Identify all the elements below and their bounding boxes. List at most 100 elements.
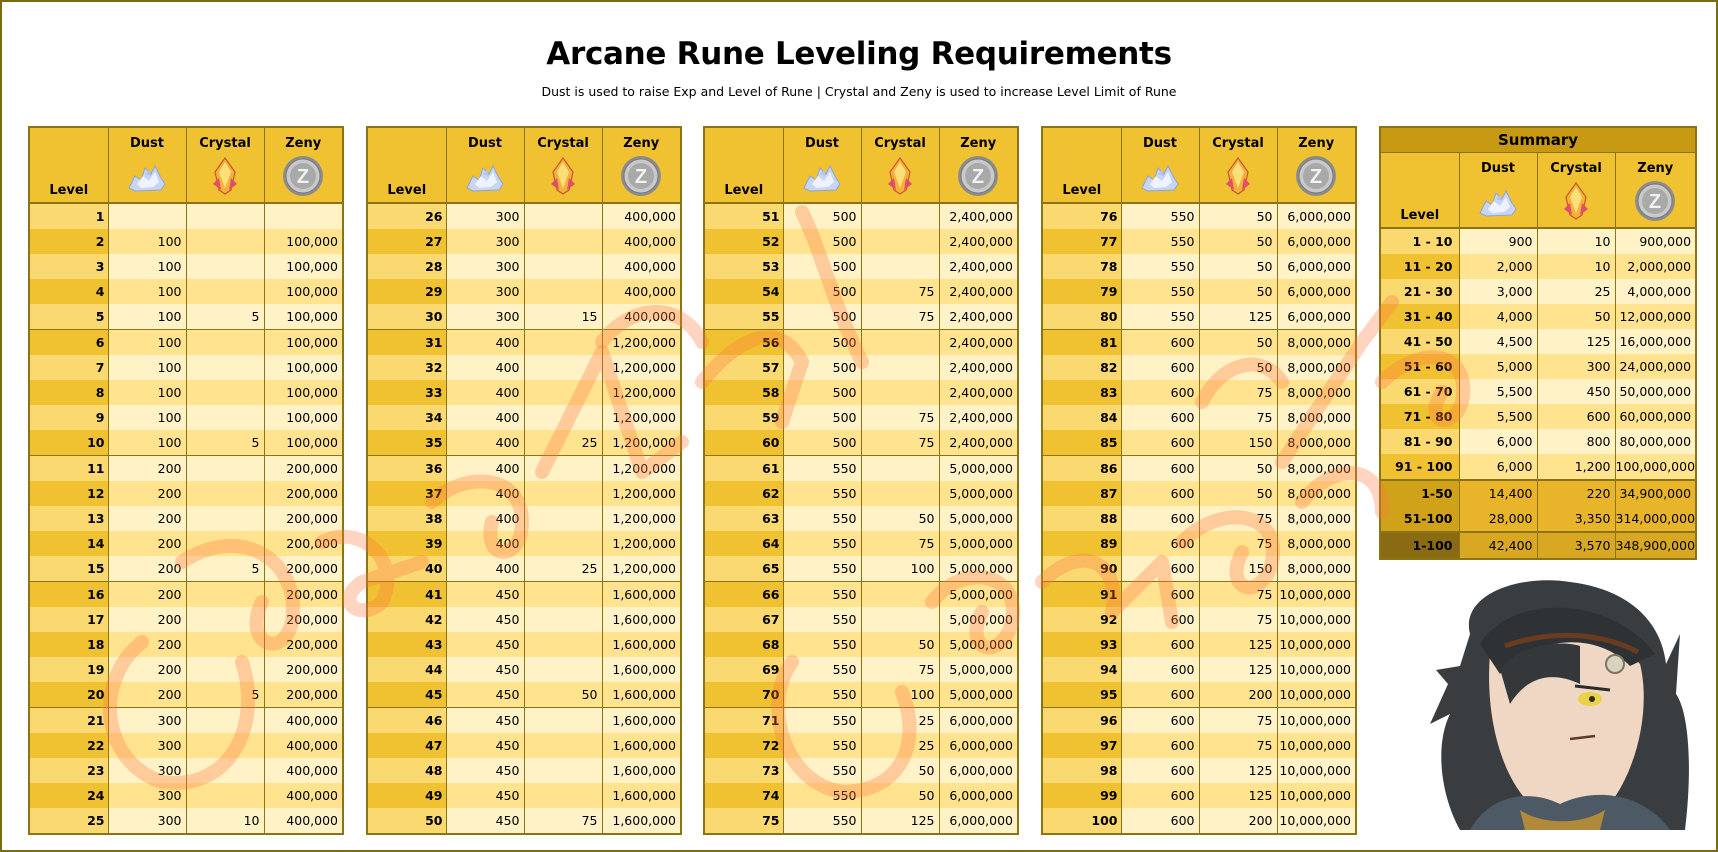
zeny-cell: 10,000,000 xyxy=(1276,808,1356,834)
crystal-cell xyxy=(523,531,602,556)
crystal-cell xyxy=(185,607,264,632)
table-row: 34 400 1,200,000 xyxy=(367,405,681,430)
zeny-cell: 400,000 xyxy=(601,254,681,279)
level-cell: 75 xyxy=(704,808,783,834)
table-row: 68 550 50 5,000,000 xyxy=(704,632,1018,657)
crystal-icon xyxy=(1564,181,1588,220)
level-cell: 81 xyxy=(1042,329,1121,355)
crystal-cell: 50 xyxy=(860,632,939,657)
zeny-cell: 34,900,000 xyxy=(1614,479,1697,506)
table-row: 10 100 5 100,000 xyxy=(29,430,343,456)
table-row: 100 600 200 10,000,000 xyxy=(1042,808,1356,834)
level-cell: 72 xyxy=(704,733,783,758)
crystal-cell: 25 xyxy=(1536,279,1615,304)
level-cell: 65 xyxy=(704,556,783,582)
table-row: 3 100 100,000 xyxy=(29,254,343,279)
level-cell: 45 xyxy=(367,682,446,708)
zeny-cell: 100,000 xyxy=(263,254,343,279)
crystal-cell: 10 xyxy=(1536,228,1615,254)
table-row: 15 200 5 200,000 xyxy=(29,556,343,582)
crystal-cell xyxy=(185,758,264,783)
crystal-cell xyxy=(523,329,602,355)
zeny-cell: 5,000,000 xyxy=(938,556,1018,582)
dust-cell: 100 xyxy=(107,254,186,279)
table-row: 79 550 50 6,000,000 xyxy=(1042,279,1356,304)
crystal-cell: 10 xyxy=(1536,254,1615,279)
dust-cell: 300 xyxy=(107,783,186,808)
dust-header: Dust xyxy=(782,127,861,203)
dust-cell: 300 xyxy=(107,808,186,834)
level-cell: 18 xyxy=(29,632,108,657)
crystal-icon xyxy=(213,156,237,195)
level-cell: 31 xyxy=(367,329,446,355)
zeny-cell: 200,000 xyxy=(263,657,343,682)
table-row: 22 300 400,000 xyxy=(29,733,343,758)
crystal-cell xyxy=(523,657,602,682)
zeny-cell: 400,000 xyxy=(601,203,681,229)
zeny-cell: 8,000,000 xyxy=(1276,506,1356,531)
table-row: 17 200 200,000 xyxy=(29,607,343,632)
crystal-cell xyxy=(523,733,602,758)
table-row: 12 200 200,000 xyxy=(29,481,343,506)
level-cell: 74 xyxy=(704,783,783,808)
crystal-cell: 50 xyxy=(860,783,939,808)
crystal-cell xyxy=(185,455,264,481)
level-cell: 37 xyxy=(367,481,446,506)
dust-cell: 550 xyxy=(782,607,861,632)
level-cell: 30 xyxy=(367,304,446,330)
dust-cell: 500 xyxy=(782,254,861,279)
level-cell: 36 xyxy=(367,455,446,481)
zeny-cell: 200,000 xyxy=(263,581,343,607)
crystal-cell: 50 xyxy=(523,682,602,708)
zeny-header: Zeny Z xyxy=(263,127,343,203)
dust-cell: 400 xyxy=(445,455,524,481)
dust-cell: 400 xyxy=(445,556,524,582)
dust-header: Dust xyxy=(107,127,186,203)
crystal-cell: 75 xyxy=(860,279,939,304)
level-cell: 21 - 30 xyxy=(1380,279,1459,304)
table-row: 53 500 2,400,000 xyxy=(704,254,1018,279)
dust-cell: 400 xyxy=(445,481,524,506)
crystal-cell xyxy=(185,506,264,531)
dust-cell xyxy=(107,203,186,229)
dust-cell: 600 xyxy=(1120,707,1199,733)
crystal-cell: 75 xyxy=(523,808,602,834)
crystal-cell xyxy=(185,254,264,279)
crystal-cell xyxy=(185,329,264,355)
zeny-cell: 200,000 xyxy=(263,556,343,582)
zeny-cell: 400,000 xyxy=(601,229,681,254)
level-cell: 20 xyxy=(29,682,108,708)
crystal-cell: 75 xyxy=(860,657,939,682)
table-row: 88 600 75 8,000,000 xyxy=(1042,506,1356,531)
dust-cell: 550 xyxy=(782,481,861,506)
crystal-header: Crystal xyxy=(1198,127,1277,203)
zeny-cell: 1,200,000 xyxy=(601,556,681,582)
level-cell: 46 xyxy=(367,707,446,733)
dust-cell: 300 xyxy=(445,279,524,304)
table-row: 57 500 2,400,000 xyxy=(704,355,1018,380)
page-subtitle: Dust is used to raise Exp and Level of R… xyxy=(541,84,1177,99)
zeny-cell: 6,000,000 xyxy=(1276,254,1356,279)
zeny-cell: 2,400,000 xyxy=(938,304,1018,330)
table-row: 60 500 75 2,400,000 xyxy=(704,430,1018,456)
level-header: Level xyxy=(1042,127,1121,203)
dust-cell: 600 xyxy=(1120,556,1199,582)
level-cell: 41 - 50 xyxy=(1380,329,1459,354)
crystal-cell: 100 xyxy=(860,556,939,582)
table-row: 42 450 1,600,000 xyxy=(367,607,681,632)
level-cell: 73 xyxy=(704,758,783,783)
zeny-cell: 200,000 xyxy=(263,506,343,531)
crystal-cell: 3,570 xyxy=(1536,531,1615,559)
crystal-cell xyxy=(523,279,602,304)
table-row: 70 550 100 5,000,000 xyxy=(704,682,1018,708)
level-cell: 15 xyxy=(29,556,108,582)
dust-cell: 450 xyxy=(445,783,524,808)
zeny-cell: 1,600,000 xyxy=(601,657,681,682)
zeny-cell: 2,400,000 xyxy=(938,279,1018,304)
level-cell: 34 xyxy=(367,405,446,430)
dust-cell: 550 xyxy=(782,531,861,556)
crystal-cell xyxy=(523,607,602,632)
level-cell: 9 xyxy=(29,405,108,430)
zeny-cell: 100,000 xyxy=(263,279,343,304)
